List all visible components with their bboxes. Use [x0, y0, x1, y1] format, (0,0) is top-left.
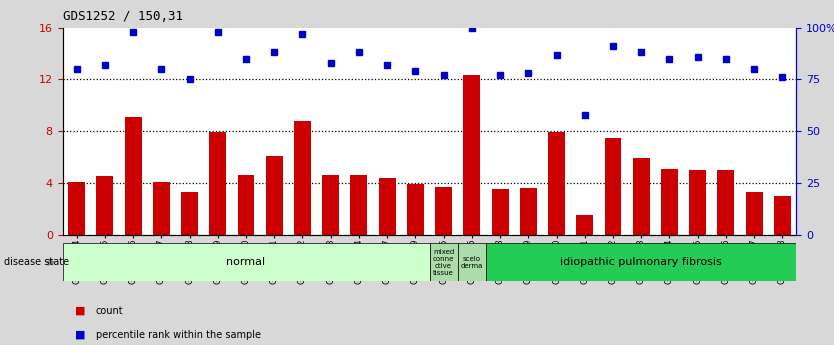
Text: ■: ■ — [75, 306, 86, 315]
Bar — [350, 175, 368, 235]
Bar — [181, 192, 198, 235]
Bar — [435, 187, 452, 235]
FancyBboxPatch shape — [63, 243, 430, 281]
Bar — [746, 192, 762, 235]
Text: count: count — [96, 306, 123, 315]
FancyBboxPatch shape — [486, 243, 796, 281]
Bar — [68, 181, 85, 235]
Bar — [605, 138, 621, 235]
Bar — [379, 178, 395, 235]
Text: idiopathic pulmonary fibrosis: idiopathic pulmonary fibrosis — [560, 257, 722, 267]
Bar — [464, 76, 480, 235]
Bar — [520, 188, 537, 235]
Text: GDS1252 / 150,31: GDS1252 / 150,31 — [63, 10, 183, 23]
Bar — [294, 121, 311, 235]
Bar — [322, 175, 339, 235]
Bar — [238, 175, 254, 235]
FancyBboxPatch shape — [458, 243, 486, 281]
Text: percentile rank within the sample: percentile rank within the sample — [96, 330, 261, 339]
Text: mixed
conne
ctive
tissue: mixed conne ctive tissue — [433, 249, 455, 276]
Bar — [576, 215, 593, 235]
Bar — [266, 156, 283, 235]
Bar — [153, 181, 170, 235]
Text: normal: normal — [227, 257, 265, 267]
Text: ■: ■ — [75, 330, 86, 339]
Bar — [661, 169, 678, 235]
Text: scelo
derma: scelo derma — [460, 256, 483, 269]
Text: disease state: disease state — [4, 257, 69, 267]
Bar — [633, 158, 650, 235]
FancyBboxPatch shape — [430, 243, 458, 281]
Bar — [689, 170, 706, 235]
Bar — [717, 170, 735, 235]
Bar — [97, 176, 113, 235]
Bar — [548, 132, 565, 235]
Bar — [774, 196, 791, 235]
Bar — [209, 132, 226, 235]
Bar — [491, 189, 509, 235]
Bar — [407, 184, 424, 235]
Bar — [124, 117, 142, 235]
